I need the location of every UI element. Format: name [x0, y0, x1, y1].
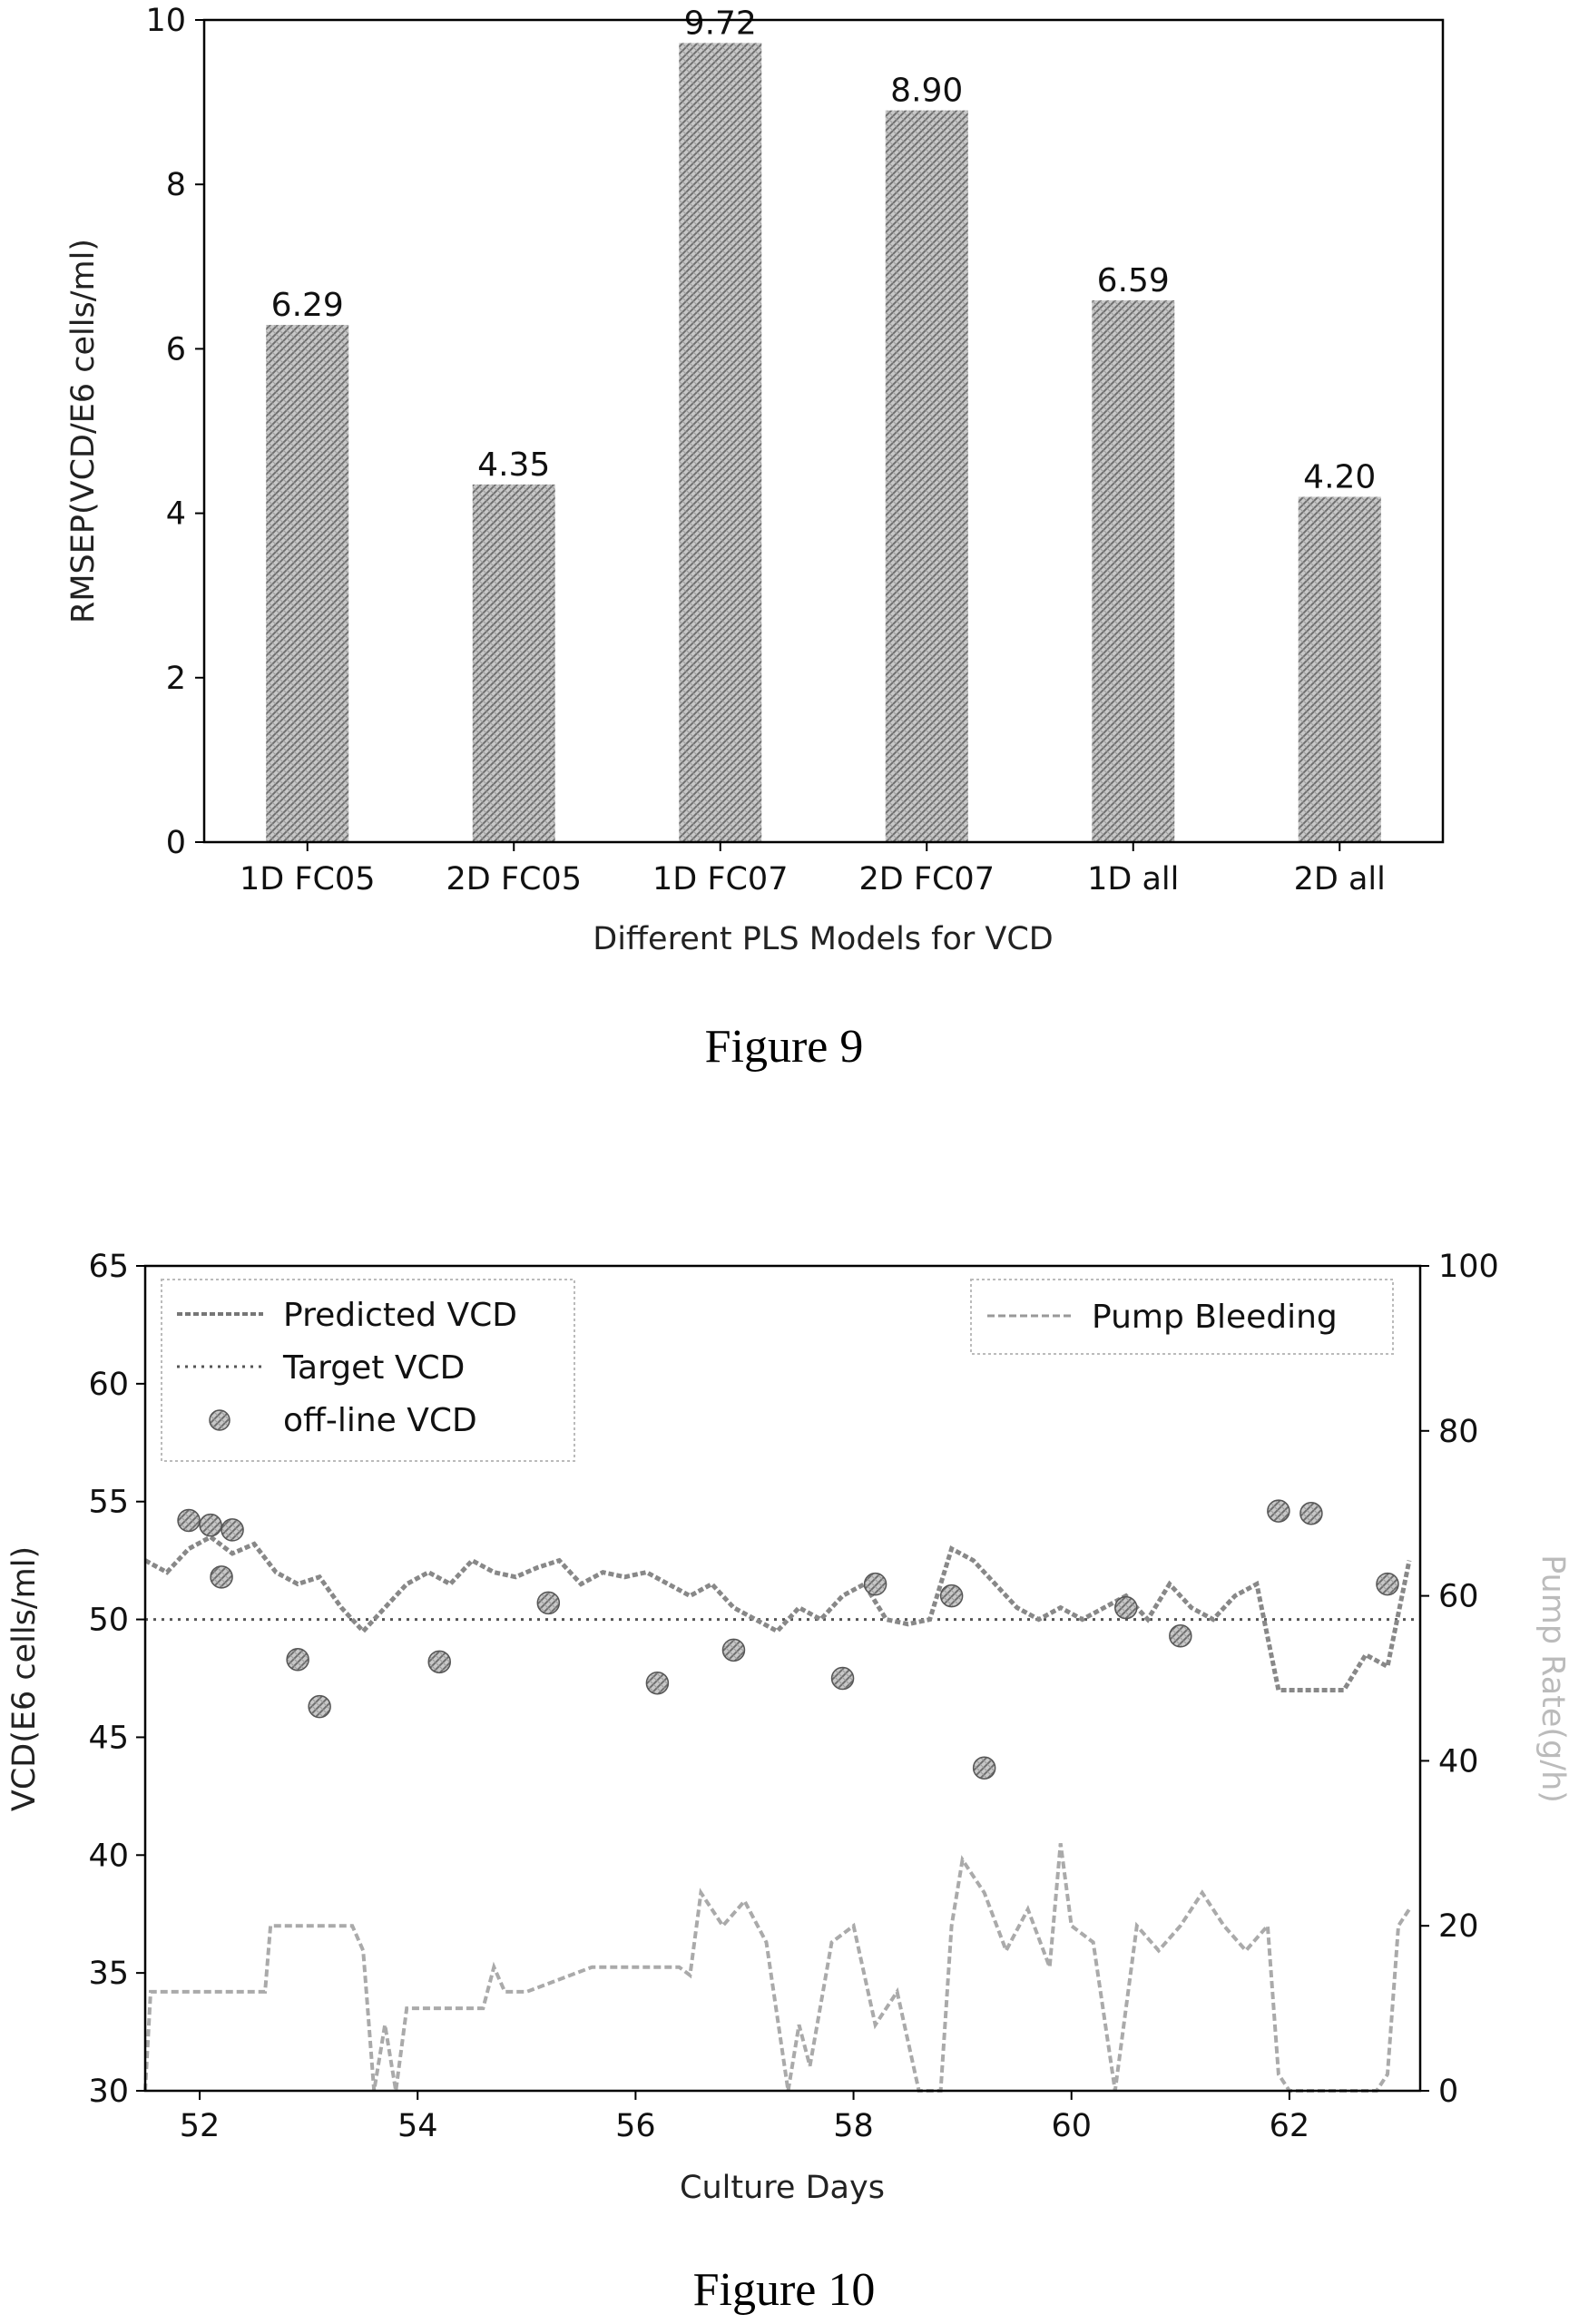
offline-vcd-point: [1169, 1624, 1192, 1648]
offline-vcd-point: [972, 1756, 996, 1780]
y-tick-label: 65: [88, 1249, 129, 1285]
x-tick-label: 1D FC07: [652, 861, 788, 897]
y-tick-label: 8: [166, 167, 186, 203]
offline-vcd-point: [939, 1584, 964, 1608]
y-right-tick-label: 0: [1438, 2074, 1458, 2110]
offline-vcd-point: [1267, 1499, 1290, 1523]
y-tick-label: 55: [88, 1485, 129, 1521]
x-tick-label: 1D all: [1087, 861, 1179, 897]
offline-vcd-point: [645, 1671, 670, 1695]
legend-label-pump: Pump Bleeding: [1092, 1299, 1338, 1336]
x-tick-label: 2D FC05: [446, 861, 582, 897]
x-axis-label: Different PLS Models for VCD: [593, 921, 1053, 957]
offline-vcd-point: [721, 1638, 746, 1662]
legend-frame: [970, 1279, 1394, 1355]
plot-frame: [202, 18, 1445, 844]
bar-value-label: 8.90: [890, 73, 963, 110]
x-tick-label: 54: [397, 2108, 438, 2144]
legend-frame: [161, 1279, 575, 1462]
figure-9-chart: 6.29 4.35 9.72 8.90 6.59 4.20 0 2 4 6 8 10 1D FC05…: [65, 3, 1445, 1073]
x-axis-ticks: 52 54 56 58 60 62: [180, 2091, 1309, 2144]
bar-value-label: 4.20: [1303, 458, 1376, 495]
y-tick-label: 50: [88, 1603, 129, 1639]
offline-vcd-point: [199, 1513, 222, 1537]
x-tick-label: 56: [615, 2108, 656, 2144]
offline-vcd-point: [863, 1572, 887, 1596]
pump-bleeding-series: [143, 1843, 1411, 2093]
y-axis-label-right: Pump Rate(g/h): [1535, 1554, 1569, 1803]
bar: [472, 484, 555, 842]
x-tick-label: 52: [180, 2108, 221, 2144]
bar-value-labels: 6.29 4.35 9.72 8.90 6.59 4.20: [271, 5, 1377, 495]
bar-group: [266, 43, 1381, 843]
offline-vcd-point: [286, 1647, 309, 1672]
y-right-tick-label: 20: [1438, 1908, 1479, 1945]
y-right-tick-label: 80: [1438, 1414, 1479, 1450]
y-axis-ticks-right: 0 20 40 60 80 100: [1420, 1249, 1499, 2110]
x-axis-ticks: 1D FC05 2D FC05 1D FC07 2D FC07 1D all 2D all: [240, 842, 1386, 897]
y-right-tick-label: 100: [1438, 1249, 1499, 1285]
y-axis-label: RMSEP(VCD/E6 cells/ml): [65, 239, 102, 623]
y-tick-label: 4: [166, 496, 186, 533]
figure-caption: Figure 9: [705, 1021, 864, 1073]
x-tick-label: 58: [833, 2108, 874, 2144]
offline-vcd-point: [177, 1508, 201, 1533]
legend-swatch-offline: [209, 1409, 230, 1431]
legend-label-offline: off-line VCD: [283, 1402, 477, 1439]
y-tick-label: 30: [88, 2074, 129, 2110]
offline-vcd-point: [210, 1565, 233, 1589]
y-axis-label-left: VCD(E6 cells/ml): [6, 1546, 43, 1811]
legend-right: Pump Bleeding: [970, 1279, 1394, 1355]
figure-10-chart: 30 35 40 45 50 55 60 65 0 20 40 60 80 100 52 54 56 58 60…: [6, 1249, 1569, 2316]
bar: [679, 43, 762, 843]
legend-label-predicted: Predicted VCD: [283, 1297, 517, 1334]
bar: [885, 110, 968, 842]
offline-vcd-point: [1114, 1595, 1138, 1620]
bar-value-label: 9.72: [684, 5, 757, 42]
x-tick-label: 2D all: [1294, 861, 1386, 897]
y-tick-label: 6: [166, 331, 186, 368]
x-axis-label: Culture Days: [680, 2170, 885, 2206]
bar: [1092, 299, 1175, 842]
offline-vcd-point: [427, 1650, 451, 1674]
offline-vcd-points: [177, 1499, 1399, 1780]
x-tick-label: 1D FC05: [240, 861, 375, 897]
bar-value-label: 4.35: [477, 446, 550, 484]
plot-frame: [143, 1264, 1422, 2093]
pump-bleeding-line: [143, 1843, 1411, 2093]
offline-vcd-point: [1299, 1501, 1323, 1525]
predicted-vcd-series: [143, 1534, 1412, 1692]
predicted-vcd-line: [143, 1534, 1412, 1692]
legend-left: Predicted VCD Target VCD off-line VCD: [161, 1279, 575, 1462]
x-tick-label: 60: [1051, 2108, 1092, 2144]
offline-vcd-point: [1376, 1572, 1399, 1596]
bar-value-label: 6.29: [271, 287, 344, 324]
x-tick-label: 62: [1270, 2108, 1310, 2144]
y-axis-ticks: 0 2 4 6 8 10: [145, 3, 204, 861]
y-tick-label: 10: [145, 3, 186, 39]
offline-vcd-point: [830, 1666, 855, 1691]
bar: [1298, 496, 1381, 842]
y-tick-label: 0: [166, 825, 186, 861]
legend-label-target: Target VCD: [282, 1349, 465, 1387]
bar-value-label: 6.59: [1097, 262, 1170, 299]
figure-caption: Figure 10: [693, 2264, 876, 2316]
offline-vcd-point: [308, 1694, 331, 1719]
y-tick-label: 45: [88, 1720, 129, 1756]
y-tick-label: 60: [88, 1367, 129, 1403]
y-tick-label: 35: [88, 1956, 129, 1992]
offline-vcd-point: [536, 1591, 561, 1615]
x-tick-label: 2D FC07: [859, 861, 995, 897]
bar: [266, 325, 349, 843]
y-axis-ticks-left: 30 35 40 45 50 55 60 65: [88, 1249, 145, 2110]
y-tick-label: 40: [88, 1838, 129, 1874]
y-right-tick-label: 60: [1438, 1579, 1479, 1615]
y-right-tick-label: 40: [1438, 1743, 1479, 1780]
y-tick-label: 2: [166, 661, 186, 697]
offline-vcd-point: [221, 1518, 244, 1542]
